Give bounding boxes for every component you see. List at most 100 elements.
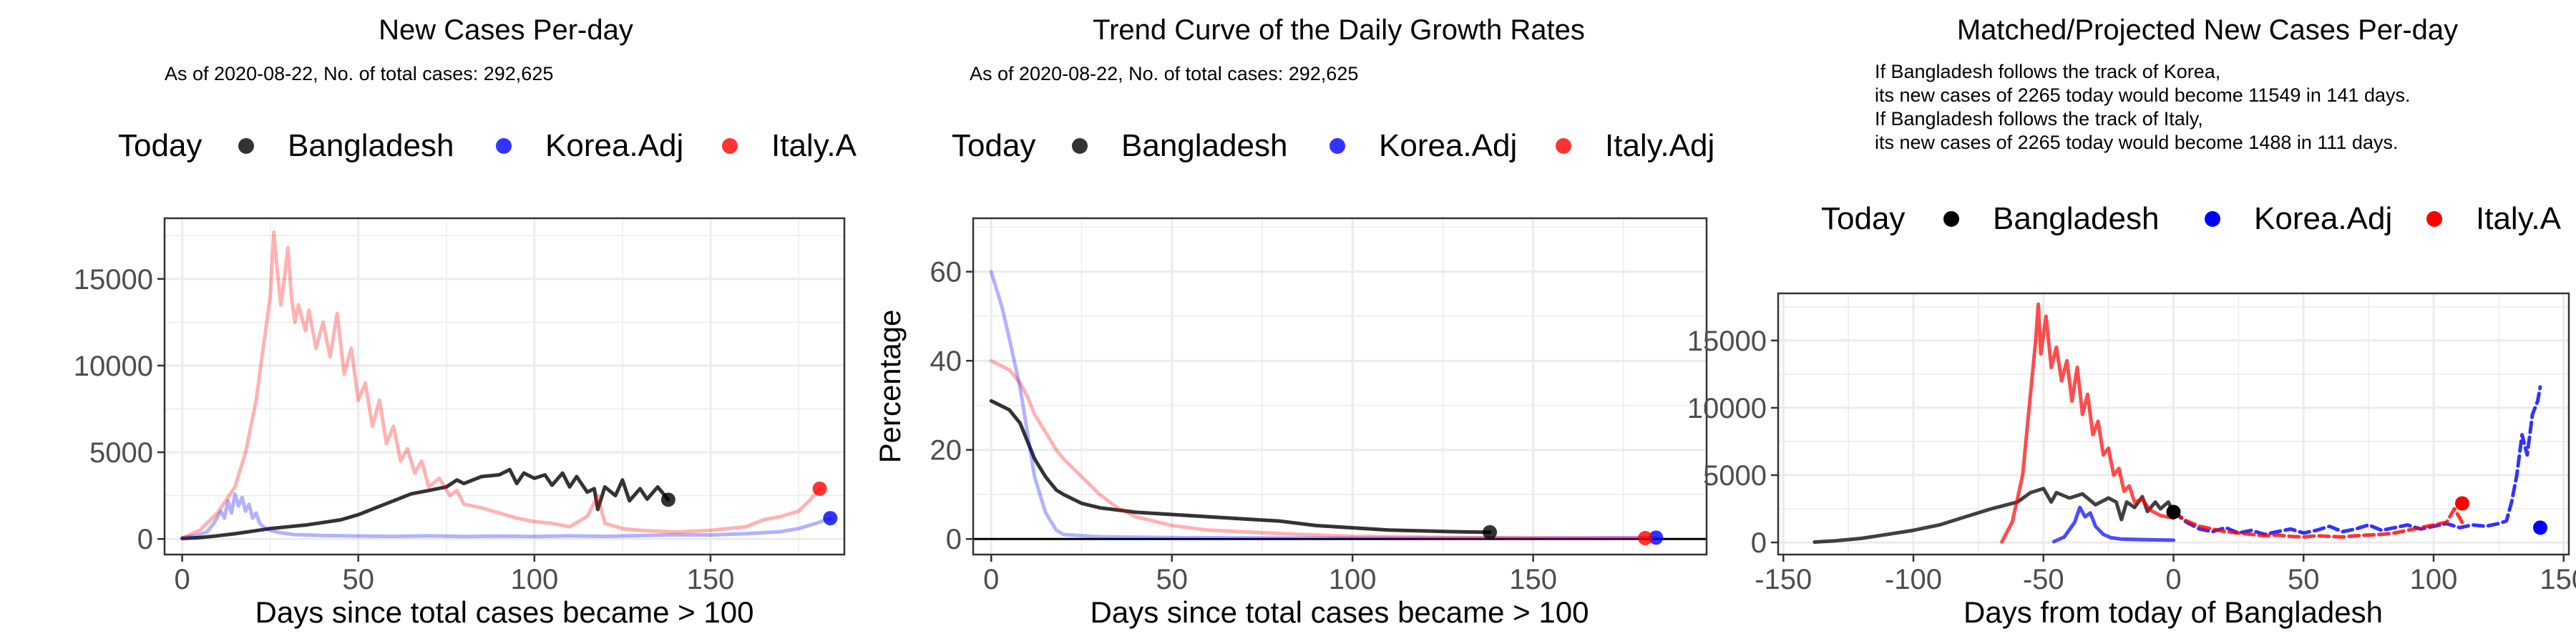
annotation-line: its new cases of 2265 today would become… (1875, 132, 2398, 153)
x-axis-label: Days from today of Bangladesh (1963, 595, 2383, 629)
series-line-bangladesh (180, 467, 670, 540)
today-points (660, 481, 838, 526)
series-line-italy-adj (2000, 302, 2175, 544)
x-tick-label: -50 (2023, 564, 2064, 595)
annotation-line: If Bangladesh follows the track of Italy… (1875, 108, 2203, 130)
legend-marker-korea (496, 138, 512, 154)
y-axis-label: Percentage (873, 310, 907, 464)
x-tick-label: 0 (174, 564, 190, 595)
x-tick-label: 0 (983, 564, 999, 595)
series-line-korea-adj-projected (2172, 385, 2542, 537)
today-point-korea-adj (823, 511, 838, 526)
today-point-bangladesh (2166, 504, 2181, 519)
y-axis-ticks: 0 5000 10000 15000 (1687, 326, 1778, 559)
chart-projected-cases: Matched/Projected New Cases Per-day If B… (1687, 14, 2576, 629)
legend: Today Bangladesh Korea.Adj Italy.A (1821, 201, 2562, 236)
x-axis-ticks: -150 -100 -50 0 50 100 150 (1755, 555, 2576, 595)
y-tick-label: 15000 (1687, 326, 1767, 357)
x-tick-label: 0 (2165, 564, 2181, 595)
x-tick-label: -100 (1885, 564, 1942, 595)
chart-subtitle: As of 2020-08-22, No. of total cases: 29… (970, 63, 1358, 84)
legend-label-korea: Korea.Adj (1379, 128, 1517, 163)
legend-label-korea: Korea.Adj (2254, 201, 2392, 236)
panel-border (163, 217, 846, 556)
y-tick-label: 5000 (1703, 460, 1767, 492)
x-tick-label: 150 (687, 564, 735, 595)
chart-new-cases: New Cases Per-day As of 2020-08-22, No. … (74, 14, 857, 629)
legend-marker-bangladesh (1943, 211, 1959, 227)
legend-label-bangladesh: Bangladesh (288, 128, 454, 163)
legend-label-bangladesh: Bangladesh (1121, 128, 1287, 163)
legend-label-italy: Italy.A (771, 128, 857, 163)
today-point-bangladesh (1483, 525, 1498, 540)
series-line-bangladesh (989, 399, 1492, 535)
series-line-italy-adj-projected (2172, 507, 2464, 539)
x-tick-label: 100 (510, 564, 558, 595)
series-line-italy-adj (180, 230, 821, 540)
y-tick-label: 10000 (1687, 393, 1767, 424)
legend-title: Today (118, 128, 202, 163)
legend-marker-bangladesh (238, 138, 254, 154)
y-tick-label: 0 (1751, 527, 1767, 559)
y-tick-label: 20 (930, 435, 962, 467)
legend-label-italy: Italy.A (2476, 201, 2562, 236)
annotation-line: If Bangladesh follows the track of Korea… (1875, 61, 2220, 82)
x-tick-label: -150 (1755, 564, 1812, 595)
chart-title: New Cases Per-day (379, 14, 633, 46)
panel-background (973, 218, 1707, 555)
y-tick-label: 40 (930, 346, 962, 377)
x-axis-ticks: 0 50 100 150 (174, 555, 734, 595)
legend-title: Today (1821, 201, 1905, 236)
today-point-italy-adj (2454, 496, 2469, 511)
x-tick-label: 50 (2288, 564, 2320, 595)
legend-marker-italy (1556, 138, 1571, 154)
x-tick-label: 100 (2410, 564, 2458, 595)
legend-marker-italy (722, 138, 738, 154)
chart-title: Matched/Projected New Cases Per-day (1957, 14, 2458, 46)
x-axis-label: Days since total cases became > 100 (1091, 595, 1589, 629)
legend-label-korea: Korea.Adj (545, 128, 683, 163)
y-axis-ticks: 0 5000 10000 15000 (74, 264, 165, 555)
today-points (1483, 525, 1664, 545)
y-tick-label: 0 (946, 524, 962, 555)
legend-label-bangladesh: Bangladesh (1993, 201, 2159, 236)
panel-border (972, 217, 1708, 556)
x-tick-label: 50 (342, 564, 374, 595)
gridlines (165, 218, 844, 555)
y-tick-label: 10000 (74, 351, 153, 382)
legend: Today Bangladesh Korea.Adj Italy.Adj (952, 128, 1714, 163)
panel-background (165, 218, 844, 555)
x-tick-label: 50 (1156, 564, 1188, 595)
series-lines (1813, 302, 2542, 544)
legend: Today Bangladesh Korea.Adj Italy.A (118, 128, 857, 163)
series-line-korea-adj (180, 492, 832, 540)
today-point-italy-adj (1638, 530, 1653, 545)
series-line-korea-adj (989, 270, 1658, 540)
legend-title: Today (952, 128, 1035, 163)
series-lines (180, 230, 832, 540)
annotation-line: its new cases of 2265 today would become… (1875, 84, 2411, 106)
today-point-bangladesh (660, 492, 675, 507)
x-tick-label: 150 (2540, 564, 2576, 595)
series-line-italy-adj (989, 358, 1647, 540)
x-tick-label: 100 (1329, 564, 1377, 595)
x-axis-ticks: 0 50 100 150 (983, 555, 1557, 595)
x-tick-label: 150 (1509, 564, 1557, 595)
series-line-korea-adj (2051, 505, 2175, 544)
today-point-korea-adj (2533, 520, 2548, 535)
legend-marker-korea (1330, 138, 1345, 154)
legend-marker-bangladesh (1072, 138, 1088, 154)
y-tick-label: 0 (137, 524, 153, 555)
y-tick-label: 5000 (89, 437, 153, 469)
legend-marker-italy (2426, 211, 2442, 227)
annotation-text: If Bangladesh follows the track of Korea… (1875, 61, 2411, 153)
today-point-korea-adj (1649, 530, 1664, 545)
x-axis-label: Days since total cases became > 100 (255, 595, 754, 629)
today-point-italy-adj (812, 481, 827, 496)
y-axis-ticks: 0 20 40 60 (930, 257, 973, 555)
y-tick-label: 60 (930, 257, 962, 288)
legend-label-italy: Italy.Adj (1605, 128, 1714, 163)
y-tick-label: 15000 (74, 264, 153, 296)
legend-marker-korea (2205, 211, 2220, 227)
